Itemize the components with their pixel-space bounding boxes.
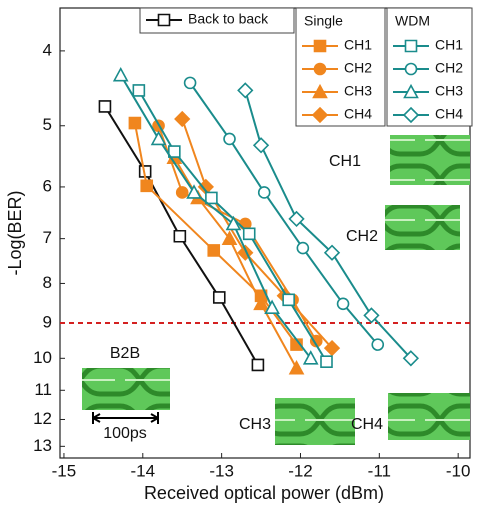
legend-title: WDM <box>395 13 430 29</box>
marker <box>208 245 219 256</box>
y-tick-label: 12 <box>33 409 52 428</box>
marker <box>177 187 188 198</box>
marker <box>185 77 196 88</box>
legend-label: CH1 <box>435 37 463 53</box>
marker <box>175 112 189 126</box>
eye-diagram <box>390 135 470 185</box>
chart: CH1 CH2 B2B 100ps CH3 CH4 Received optic… <box>0 0 484 512</box>
y-tick-label: 11 <box>34 380 52 399</box>
marker <box>252 359 263 370</box>
x-tick-label: -13 <box>209 461 234 480</box>
legend-label: CH4 <box>435 106 463 122</box>
legend-marker <box>315 41 326 52</box>
legend-marker <box>315 64 326 75</box>
marker <box>338 298 349 309</box>
y-axis-label: -Log(BER) <box>5 190 25 275</box>
x-tick-label: -14 <box>130 461 155 480</box>
marker <box>141 180 152 191</box>
x-tick-label: -15 <box>52 461 77 480</box>
marker <box>206 192 217 203</box>
legend-label: CH2 <box>435 60 463 76</box>
series-line <box>182 119 332 348</box>
annotation: CH4 <box>351 416 383 433</box>
marker <box>214 292 225 303</box>
marker <box>254 138 268 152</box>
annotation: B2B <box>110 345 140 362</box>
legend: Single WDM Back to back CH1 CH2 CH3 CH4 CH1 CH2 C… <box>140 8 472 126</box>
marker <box>297 243 308 254</box>
legend-label: CH2 <box>344 60 372 76</box>
scale-bar <box>93 412 158 424</box>
marker <box>238 83 252 97</box>
marker <box>174 231 185 242</box>
eye-diagram <box>385 205 460 250</box>
eye-diagram <box>388 393 470 440</box>
annotation: 100ps <box>103 425 147 442</box>
x-tick-label: -12 <box>288 461 313 480</box>
y-tick-label: 8 <box>43 273 52 292</box>
annotation: CH2 <box>346 228 378 245</box>
legend-label: Back to back <box>188 11 269 27</box>
y-tick-label: 13 <box>33 436 52 455</box>
y-tick-label: 9 <box>43 312 52 331</box>
eye-diagrams <box>82 135 470 445</box>
marker <box>290 362 303 374</box>
marker <box>372 339 383 350</box>
eye-diagram <box>275 398 355 445</box>
annotation: CH3 <box>239 416 271 433</box>
legend-label: CH4 <box>344 106 372 122</box>
legend-label: CH3 <box>435 83 463 99</box>
marker <box>266 301 279 313</box>
legend-label: CH1 <box>344 37 372 53</box>
marker <box>224 133 235 144</box>
y-tick-label: 5 <box>43 115 52 134</box>
y-tick-label: 10 <box>33 348 52 367</box>
legend-label: CH3 <box>344 83 372 99</box>
eye-diagram <box>82 368 170 410</box>
annotation: CH1 <box>329 153 361 170</box>
legend-marker <box>159 15 170 26</box>
y-tick-label: 7 <box>43 228 52 247</box>
y-tick-label: 6 <box>43 176 52 195</box>
marker <box>244 228 255 239</box>
legend-marker <box>406 64 417 75</box>
marker <box>129 118 140 129</box>
marker <box>283 294 294 305</box>
y-tick-label: 4 <box>43 40 52 59</box>
legend-marker <box>406 41 417 52</box>
x-axis-label: Received optical power (dBm) <box>144 483 384 503</box>
x-tick-label: -10 <box>446 461 471 480</box>
marker <box>133 85 144 96</box>
marker <box>259 187 270 198</box>
marker <box>321 356 332 367</box>
marker <box>114 69 127 81</box>
marker <box>99 101 110 112</box>
x-tick-label: -11 <box>368 461 391 480</box>
legend-title: Single <box>304 13 343 29</box>
